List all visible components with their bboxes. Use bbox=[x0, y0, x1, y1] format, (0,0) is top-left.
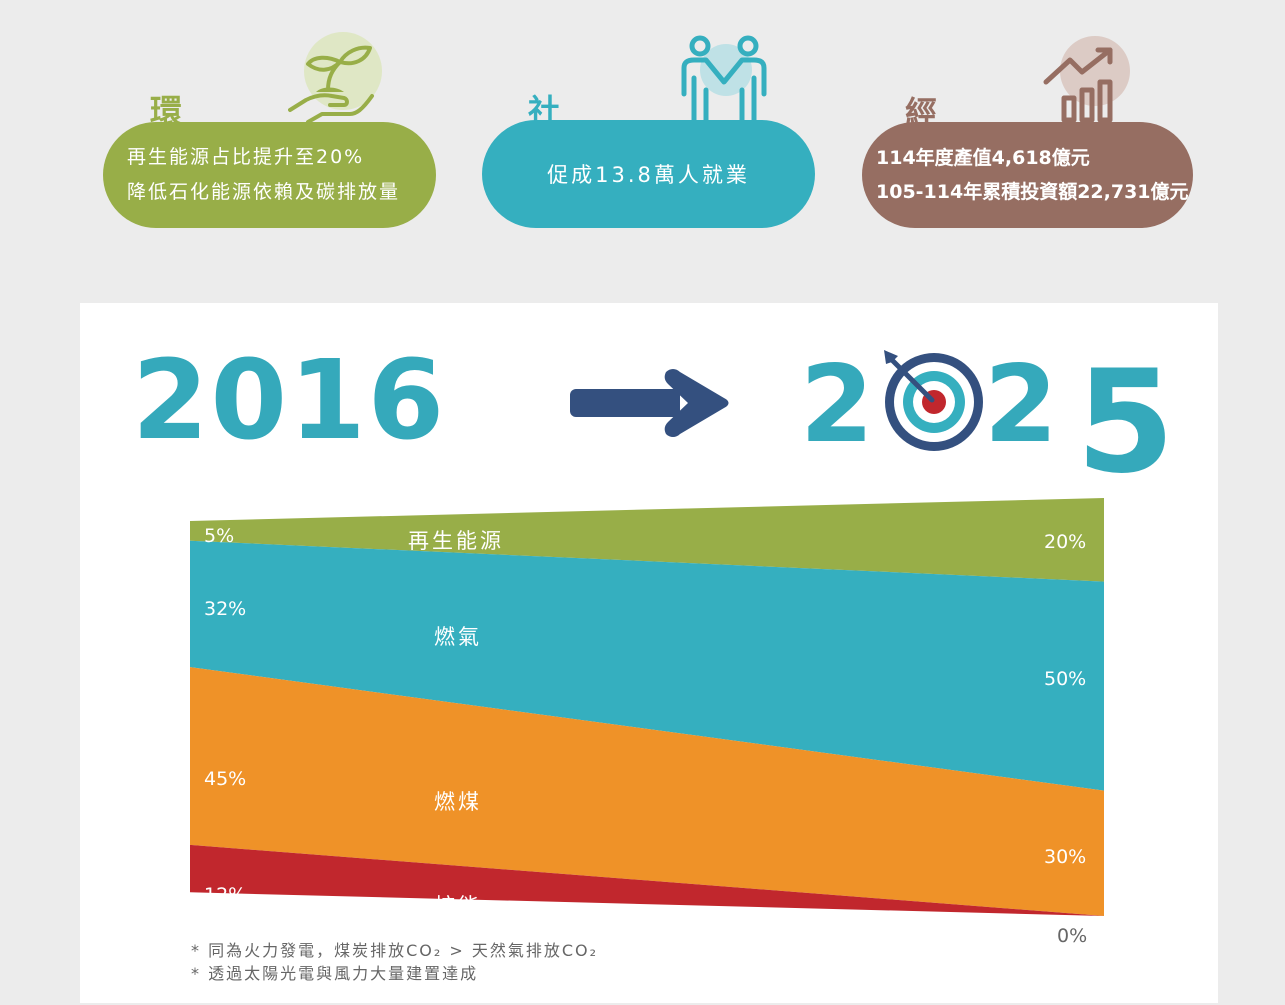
label-nuclear-end: 0% bbox=[1057, 925, 1088, 947]
series-name-gas: 燃氣 bbox=[434, 625, 482, 649]
footnote-1: * 同為火力發電，煤炭排放CO₂ > 天然氣排放CO₂ bbox=[191, 941, 599, 960]
environment-line-2: 降低石化能源依賴及碳排放量 bbox=[127, 181, 401, 203]
year-end-digit-3: 2 bbox=[984, 343, 1058, 466]
society-line-1: 促成13.8萬人就業 bbox=[547, 163, 750, 187]
environment-pill: 再生能源占比提升至20% 降低石化能源依賴及碳排放量 bbox=[103, 122, 436, 228]
economy-icon-bg bbox=[1060, 36, 1130, 106]
label-gas-start: 32% bbox=[204, 598, 247, 620]
target-icon bbox=[884, 350, 983, 451]
label-coal-end: 30% bbox=[1044, 846, 1087, 868]
label-renewable-end: 20% bbox=[1044, 531, 1087, 553]
series-name-renewable: 再生能源 bbox=[408, 529, 504, 553]
label-nuclear-start: 12% bbox=[204, 884, 247, 906]
area-band-coal bbox=[190, 667, 1104, 916]
arrow-icon bbox=[570, 369, 729, 437]
label-coal-start: 45% bbox=[204, 768, 247, 790]
series-name-nuclear: 核能 bbox=[434, 894, 482, 918]
year-start: 2016 bbox=[132, 336, 447, 464]
area-band-renewable bbox=[190, 498, 1104, 582]
environment-line-1: 再生能源占比提升至20% bbox=[127, 146, 365, 168]
economy-line-1: 114年度產值4,618億元 bbox=[876, 147, 1090, 169]
growth-chart-icon bbox=[1043, 47, 1113, 122]
footnote-2: * 透過太陽光電與風力大量建置達成 bbox=[191, 964, 479, 983]
series-name-coal: 燃煤 bbox=[434, 790, 482, 814]
label-gas-end: 50% bbox=[1044, 668, 1087, 690]
year-end-digit-1: 2 bbox=[800, 343, 874, 466]
label-renewable-start: 5% bbox=[204, 525, 235, 547]
society-pill: 促成13.8萬人就業 bbox=[482, 120, 815, 228]
area-band-gas bbox=[190, 540, 1104, 791]
economy-pill: 114年度產值4,618億元 105-114年累積投資額22,731億元 bbox=[862, 122, 1193, 228]
economy-line-2: 105-114年累積投資額22,731億元 bbox=[876, 181, 1189, 203]
plant-in-hand-icon bbox=[288, 45, 374, 124]
year-end-digit-4: 5 bbox=[1076, 340, 1175, 505]
area-band-nuclear bbox=[190, 844, 1104, 916]
handshake-people-icon bbox=[681, 35, 767, 122]
